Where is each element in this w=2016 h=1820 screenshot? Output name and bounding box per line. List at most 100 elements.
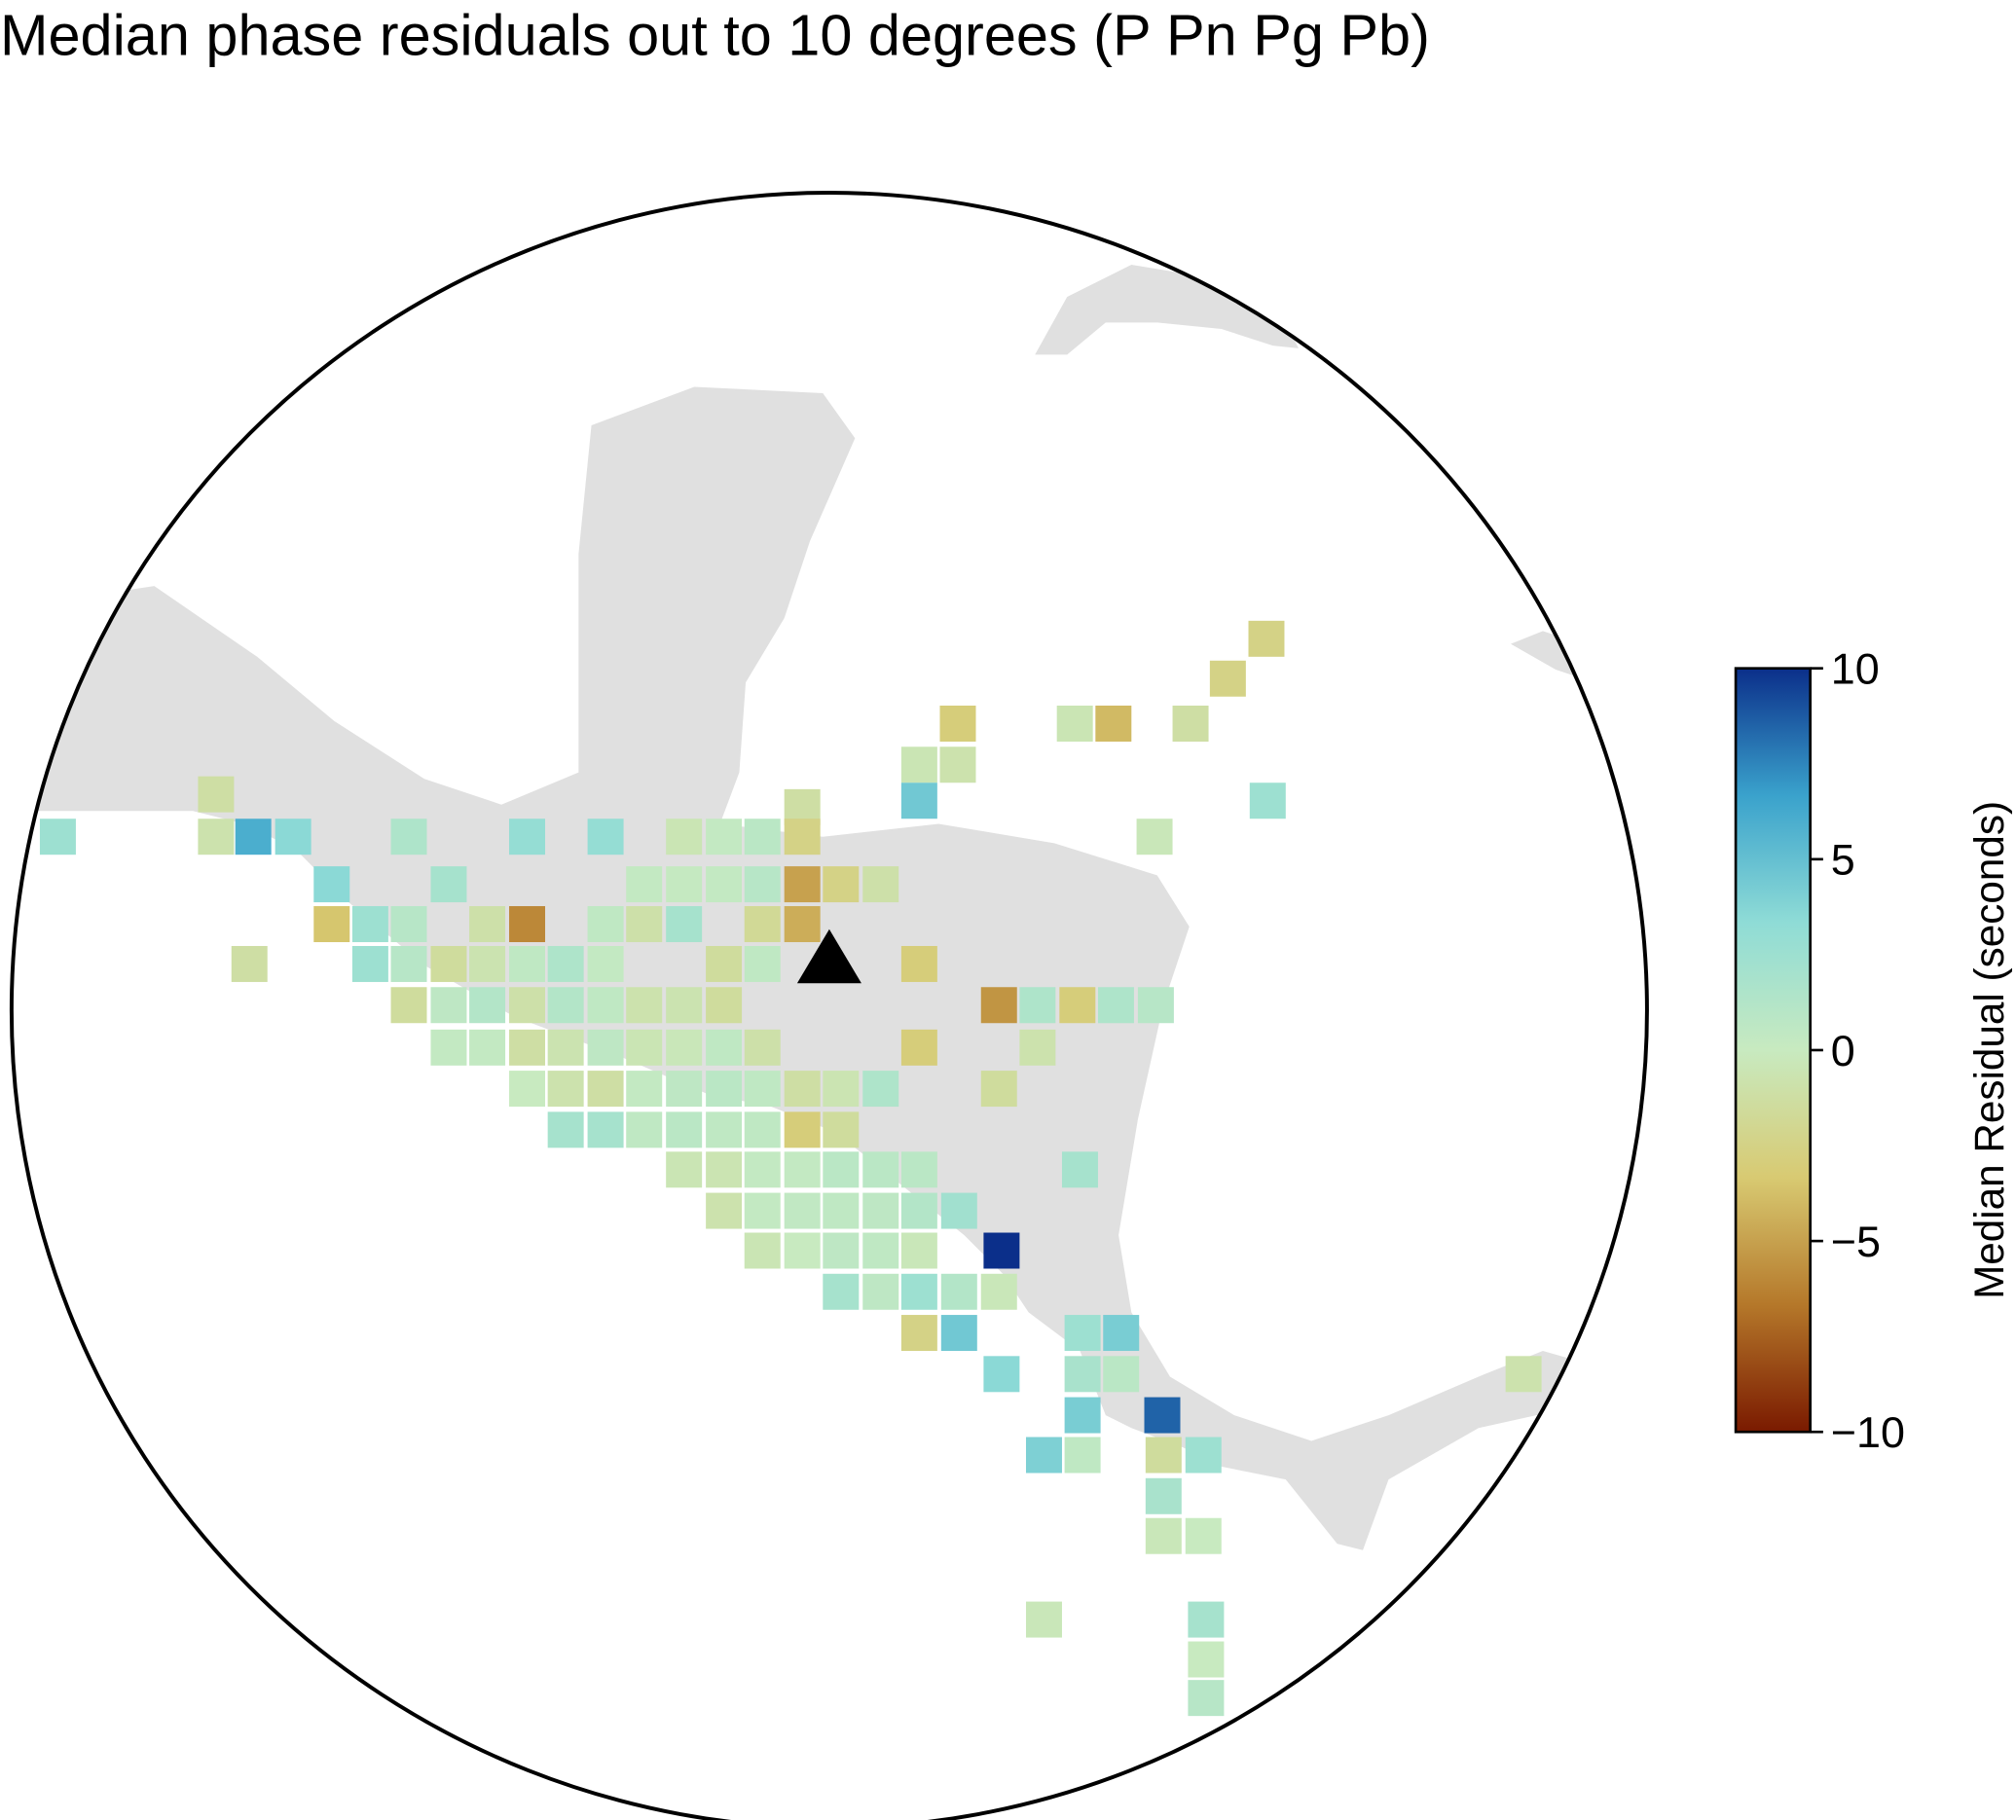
grid-cell	[939, 746, 976, 783]
grid-cell	[900, 1315, 937, 1352]
grid-cell	[706, 1151, 743, 1188]
grid-cell	[744, 906, 781, 943]
grid-cell	[666, 987, 703, 1024]
grid-cell	[198, 819, 235, 855]
grid-cell	[430, 945, 467, 982]
grid-cell	[744, 1111, 781, 1148]
colorbar	[1734, 667, 1812, 1434]
grid-cell	[313, 866, 350, 903]
colorbar-label: Median Residual (seconds)	[1966, 801, 2012, 1299]
grid-cell	[547, 945, 584, 982]
grid-cell	[980, 1071, 1017, 1108]
grid-cell	[390, 945, 427, 982]
grid-cell	[706, 1111, 743, 1148]
grid-cell	[235, 819, 272, 855]
grid-cell	[430, 987, 467, 1024]
grid-cell	[1059, 987, 1096, 1024]
grid-cell	[509, 1071, 546, 1108]
grid-cell	[509, 945, 546, 982]
grid-cell	[784, 1111, 821, 1148]
grid-cell	[744, 819, 781, 855]
grid-cell	[744, 1071, 781, 1108]
grid-cell	[862, 1273, 899, 1310]
grid-cell	[1097, 987, 1134, 1024]
grid-cell	[587, 987, 624, 1024]
grid-cell	[275, 819, 312, 855]
grid-cell	[706, 1029, 743, 1066]
grid-cell	[784, 1192, 821, 1229]
grid-cell	[666, 1111, 703, 1148]
grid-cell	[862, 1232, 899, 1269]
grid-cell	[509, 819, 546, 855]
grid-cell	[547, 1111, 584, 1148]
grid-cell	[547, 987, 584, 1024]
grid-cell	[744, 866, 781, 903]
grid-cell	[626, 1029, 663, 1066]
grid-cell	[626, 906, 663, 943]
grid-cell	[862, 1071, 899, 1108]
grid-cell	[626, 987, 663, 1024]
grid-cell	[1188, 1601, 1225, 1638]
grid-cell	[1103, 1356, 1140, 1393]
grid-cell	[666, 1029, 703, 1066]
grid-cell	[509, 1029, 546, 1066]
grid-cell	[1248, 620, 1285, 657]
grid-cell	[940, 1192, 977, 1229]
grid-cell	[823, 1273, 860, 1310]
grid-cell	[666, 1151, 703, 1188]
grid-cell	[1061, 1151, 1098, 1188]
grid-cell	[1188, 1641, 1225, 1678]
grid-cell	[626, 1111, 663, 1148]
grid-cell	[983, 1232, 1020, 1269]
grid-cell	[1505, 1356, 1542, 1393]
grid-cell	[231, 945, 268, 982]
grid-cell	[980, 987, 1017, 1024]
grid-cell	[823, 1111, 860, 1148]
colorbar-tick-label: −5	[1831, 1217, 1881, 1266]
grid-cell	[823, 1151, 860, 1188]
grid-cell	[706, 1071, 743, 1108]
grid-cell	[900, 945, 937, 982]
grid-cell	[666, 1071, 703, 1108]
grid-cell	[862, 1151, 899, 1188]
grid-cell	[587, 1111, 624, 1148]
grid-cell	[1056, 705, 1093, 742]
grid-cell	[509, 987, 546, 1024]
grid-cell	[1064, 1315, 1101, 1352]
grid-cell	[198, 776, 235, 813]
grid-cell	[900, 783, 937, 819]
grid-cell	[626, 866, 663, 903]
grid-cell	[1025, 1437, 1062, 1474]
colorbar-tick-label: 10	[1831, 644, 1880, 694]
grid-cell	[587, 819, 624, 855]
grid-cell	[706, 1192, 743, 1229]
grid-cell	[1145, 1477, 1182, 1514]
grid-cell	[666, 906, 703, 943]
grid-cell	[823, 866, 860, 903]
grid-cell	[469, 945, 506, 982]
grid-cell	[626, 1071, 663, 1108]
grid-cell	[313, 906, 350, 943]
grid-cell	[784, 819, 821, 855]
grid-cell	[1249, 783, 1286, 819]
grid-cell	[1136, 819, 1173, 855]
grid-cell	[1025, 1601, 1062, 1638]
grid-cell	[823, 1232, 860, 1269]
grid-cell	[1064, 1356, 1101, 1393]
grid-cell	[390, 987, 427, 1024]
grid-cell	[1019, 1029, 1056, 1066]
grid-cell	[900, 1232, 937, 1269]
grid-cell	[1172, 705, 1209, 742]
grid-cell	[1137, 987, 1174, 1024]
grid-cell	[706, 819, 743, 855]
grid-cell	[469, 906, 506, 943]
grid-cell	[823, 1071, 860, 1108]
grid-cell	[1188, 1680, 1225, 1717]
grid-cell	[509, 906, 546, 943]
grid-cell	[1185, 1437, 1222, 1474]
grid-cell	[744, 1151, 781, 1188]
chart-title: Median phase residuals out to 10 degrees…	[0, 3, 1430, 68]
grid-cell	[1064, 1437, 1101, 1474]
